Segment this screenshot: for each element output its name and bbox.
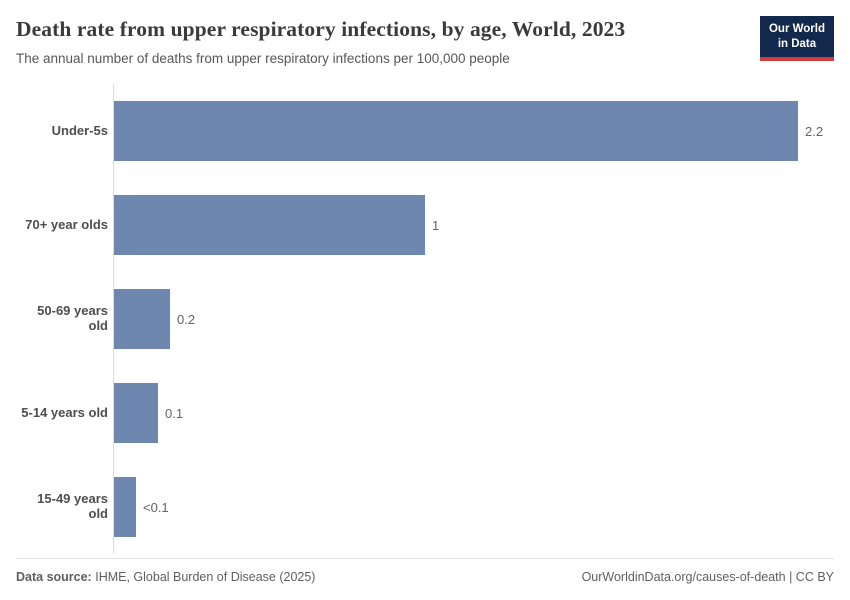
bar-track: 1 (113, 178, 834, 272)
value-label: 2.2 (805, 123, 824, 139)
credit-link[interactable]: OurWorldinData.org/causes-of-death | CC … (581, 570, 834, 584)
category-label: 5-14 years old (21, 404, 108, 420)
bar[interactable] (114, 477, 136, 537)
value-label: <0.1 (143, 499, 169, 515)
category-label: Under-5s (51, 122, 108, 138)
chart-header: Death rate from upper respiratory infect… (16, 14, 834, 66)
bar-row: 70+ year olds 1 (16, 178, 834, 272)
owid-logo-line2: in Data (777, 37, 817, 50)
bar-row: 15-49 years old <0.1 (16, 460, 834, 554)
owid-logo: Our World in Data (759, 16, 834, 61)
category-label: 15-49 years old (37, 491, 108, 521)
bar-row: Under-5s 2.2 (16, 84, 834, 178)
bar-row: 5-14 years old 0.1 (16, 366, 834, 460)
data-source-label: Data source: (16, 570, 92, 584)
title-block: Death rate from upper respiratory infect… (16, 14, 760, 66)
data-source: Data source: IHME, Global Burden of Dise… (16, 570, 315, 584)
bar[interactable] (114, 383, 158, 443)
bar-chart: Under-5s 2.2 70+ year olds 1 50-69 years… (16, 84, 834, 554)
category-label: 70+ year olds (25, 216, 108, 232)
data-source-value: IHME, Global Burden of Disease (2025) (95, 570, 316, 584)
bar-track: 0.2 (113, 272, 834, 366)
category-label: 50-69 years old (37, 303, 108, 333)
bar[interactable] (114, 289, 170, 349)
value-label: 1 (432, 217, 440, 233)
chart-title: Death rate from upper respiratory infect… (16, 17, 626, 41)
bar-track: <0.1 (113, 460, 834, 554)
value-label: 0.2 (177, 311, 196, 327)
chart-subtitle: The annual number of deaths from upper r… (16, 51, 510, 66)
bar[interactable] (114, 101, 798, 161)
bar-row: 50-69 years old 0.2 (16, 272, 834, 366)
chart-footer: Data source: IHME, Global Burden of Dise… (16, 558, 834, 584)
value-label: 0.1 (165, 405, 184, 421)
bar-track: 2.2 (113, 84, 834, 178)
bar[interactable] (114, 195, 425, 255)
bar-track: 0.1 (113, 366, 834, 460)
owid-logo-line1: Our World (768, 23, 825, 35)
